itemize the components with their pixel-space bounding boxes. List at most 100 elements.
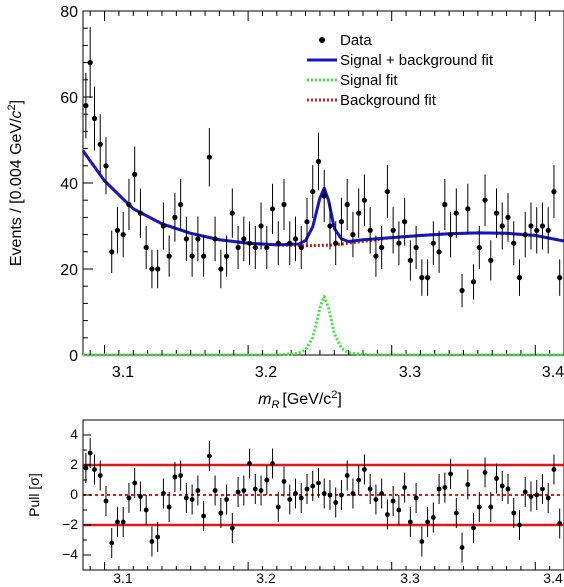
pull-point <box>517 522 522 528</box>
legend-label-background: Background fit <box>340 92 437 109</box>
data-point <box>166 253 172 259</box>
pull-point <box>195 488 201 493</box>
data-point <box>310 189 316 195</box>
data-point <box>476 244 482 251</box>
pull-point <box>453 510 459 516</box>
main-plot: 0 20 40 60 80 3.1 3.2 3.3 3.4 mR [GeV/c2]… <box>6 4 564 411</box>
pull-point <box>281 479 287 484</box>
x-tick-label-3.1: 3.1 <box>112 364 134 381</box>
data-point <box>453 210 459 216</box>
x-tick-label-3.3: 3.3 <box>399 364 421 381</box>
data-point <box>137 210 144 216</box>
data-point <box>264 244 270 251</box>
pull-point <box>109 540 115 546</box>
pull-point <box>218 510 224 516</box>
pull-point <box>310 483 316 489</box>
data-point <box>183 236 189 242</box>
pull-plot: 4 2 0 −2 −4 3.1 3.2 3.3 3.4 Pull [σ] <box>26 419 564 586</box>
data-point <box>189 253 195 259</box>
data-point <box>91 115 98 122</box>
legend-marker-data <box>319 37 325 43</box>
data-point <box>407 257 413 263</box>
pull-point <box>557 521 563 526</box>
data-point <box>413 244 419 251</box>
pull-point <box>528 494 534 499</box>
pull-point <box>540 486 545 492</box>
x-tick-label-3.4: 3.4 <box>542 364 564 381</box>
pull-point <box>407 519 413 525</box>
data-point <box>212 236 218 242</box>
data-point <box>557 275 563 281</box>
data-point <box>275 240 281 246</box>
pull-point <box>115 519 120 525</box>
legend-label-signal-background: Signal + background fit <box>340 52 494 69</box>
data-point <box>97 141 103 147</box>
data-point <box>321 193 327 199</box>
y-tick-label-60: 60 <box>60 90 78 107</box>
y-tick-label-0: 0 <box>69 348 78 365</box>
data-point <box>511 240 517 246</box>
pull-point <box>339 492 344 498</box>
data-point <box>241 236 247 242</box>
data-point <box>287 240 293 246</box>
pull-point <box>103 498 109 504</box>
data-point <box>367 227 373 233</box>
data-point <box>465 206 471 212</box>
pull-point <box>551 467 557 472</box>
data-point <box>528 223 534 229</box>
pull-point <box>373 497 379 502</box>
data-point <box>361 197 368 203</box>
data-point <box>402 219 408 225</box>
main-data-points <box>83 27 563 308</box>
data-point <box>424 275 431 281</box>
pull-point <box>448 471 453 477</box>
y-tick-label-20: 20 <box>60 262 78 279</box>
pull-y-tick-label-neg2: −2 <box>62 516 78 532</box>
pull-y-tick-label-2: 2 <box>70 456 78 472</box>
data-point <box>258 223 264 229</box>
data-point <box>379 244 385 251</box>
y-tick-label-80: 80 <box>60 4 78 21</box>
data-point <box>315 158 322 165</box>
data-point <box>545 227 551 233</box>
pull-point <box>275 504 281 510</box>
pull-point <box>235 489 241 495</box>
pull-point <box>304 486 310 492</box>
pull-point <box>206 453 212 459</box>
data-point <box>120 232 126 238</box>
data-point <box>419 275 425 281</box>
pull-y-axis-title: Pull [σ] <box>26 473 42 517</box>
data-point <box>459 287 465 294</box>
pull-point <box>465 482 471 487</box>
data-point <box>436 249 442 255</box>
pull-point <box>138 494 143 499</box>
pull-point <box>459 545 465 550</box>
data-point <box>482 197 488 203</box>
legend: Data Signal + background fit Signal fit … <box>307 32 494 109</box>
data-point <box>103 163 109 169</box>
pull-point <box>413 495 419 501</box>
pull-point <box>201 513 207 519</box>
data-point <box>206 154 212 160</box>
data-point <box>246 240 253 246</box>
data-point <box>143 244 149 251</box>
data-point <box>344 201 350 208</box>
data-point <box>218 266 224 272</box>
x-axis-title: mR [GeV/c2] <box>258 389 342 411</box>
pull-point <box>362 467 367 472</box>
pull-point <box>379 491 385 496</box>
pull-point <box>488 504 494 510</box>
pull-point <box>534 492 540 498</box>
legend-label-signal: Signal fit <box>340 72 398 89</box>
data-point <box>373 253 379 259</box>
pull-point <box>384 512 390 517</box>
data-point <box>499 223 505 229</box>
data-point <box>470 279 477 285</box>
data-point <box>269 206 276 212</box>
pull-point <box>402 485 408 490</box>
pull-point <box>97 473 103 478</box>
pull-point <box>161 491 166 496</box>
data-point <box>149 266 155 272</box>
pull-point <box>166 504 172 510</box>
data-point <box>390 227 396 233</box>
